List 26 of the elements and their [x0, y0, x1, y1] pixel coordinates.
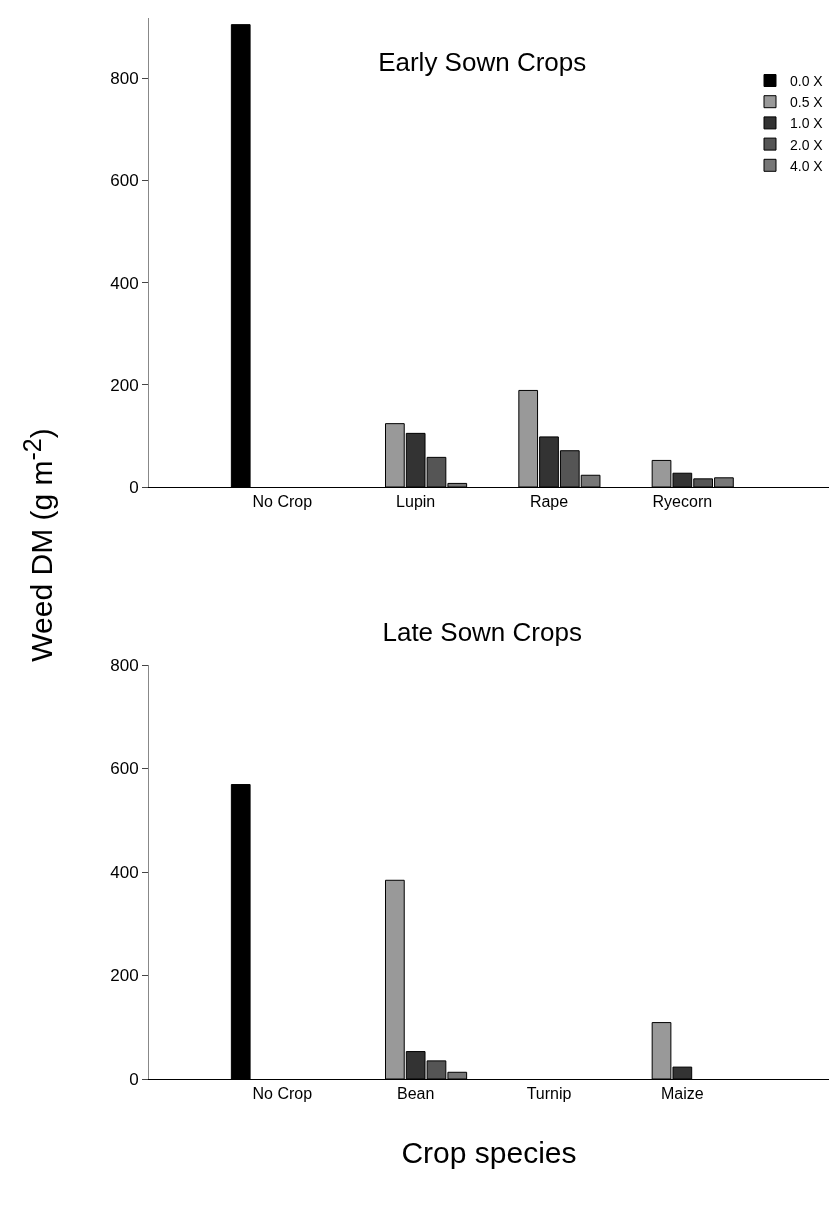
- y-tick-label: 600: [110, 171, 139, 191]
- y-tick-label: 400: [110, 273, 139, 293]
- legend-label: 0.5 X: [790, 94, 824, 111]
- y-tick-label: 200: [110, 375, 139, 395]
- x-tick-label: Ryecorn: [652, 493, 713, 511]
- x-tick-label: Lupin: [396, 493, 436, 511]
- legend-label: 4.0 X: [790, 157, 824, 174]
- legend-label: 0.0 X: [790, 72, 824, 89]
- y-tick-label: 800: [110, 655, 139, 675]
- chart-title: Late Sown Crops: [382, 617, 582, 648]
- y-tick-label: 400: [110, 862, 139, 882]
- x-tick-label: Maize: [660, 1085, 704, 1103]
- legend-label: 1.0 X: [790, 115, 824, 132]
- x-tick-label: Bean: [396, 1085, 435, 1103]
- x-tick-label: No Crop: [252, 1085, 313, 1103]
- x-axis-title: Crop species: [401, 1135, 577, 1169]
- y-tick-label: 600: [110, 759, 139, 779]
- x-tick-label: No Crop: [252, 493, 313, 511]
- x-tick-label: Rape: [529, 493, 569, 511]
- y-tick-label: 0: [129, 477, 139, 497]
- x-tick-label: Turnip: [526, 1085, 572, 1103]
- y-tick-label: 0: [129, 1069, 139, 1089]
- legend-label: 2.0 X: [790, 136, 824, 153]
- text: Early Sown Crops: [378, 47, 587, 78]
- y-tick-label: 200: [110, 966, 139, 986]
- y-tick-label: 800: [110, 69, 139, 89]
